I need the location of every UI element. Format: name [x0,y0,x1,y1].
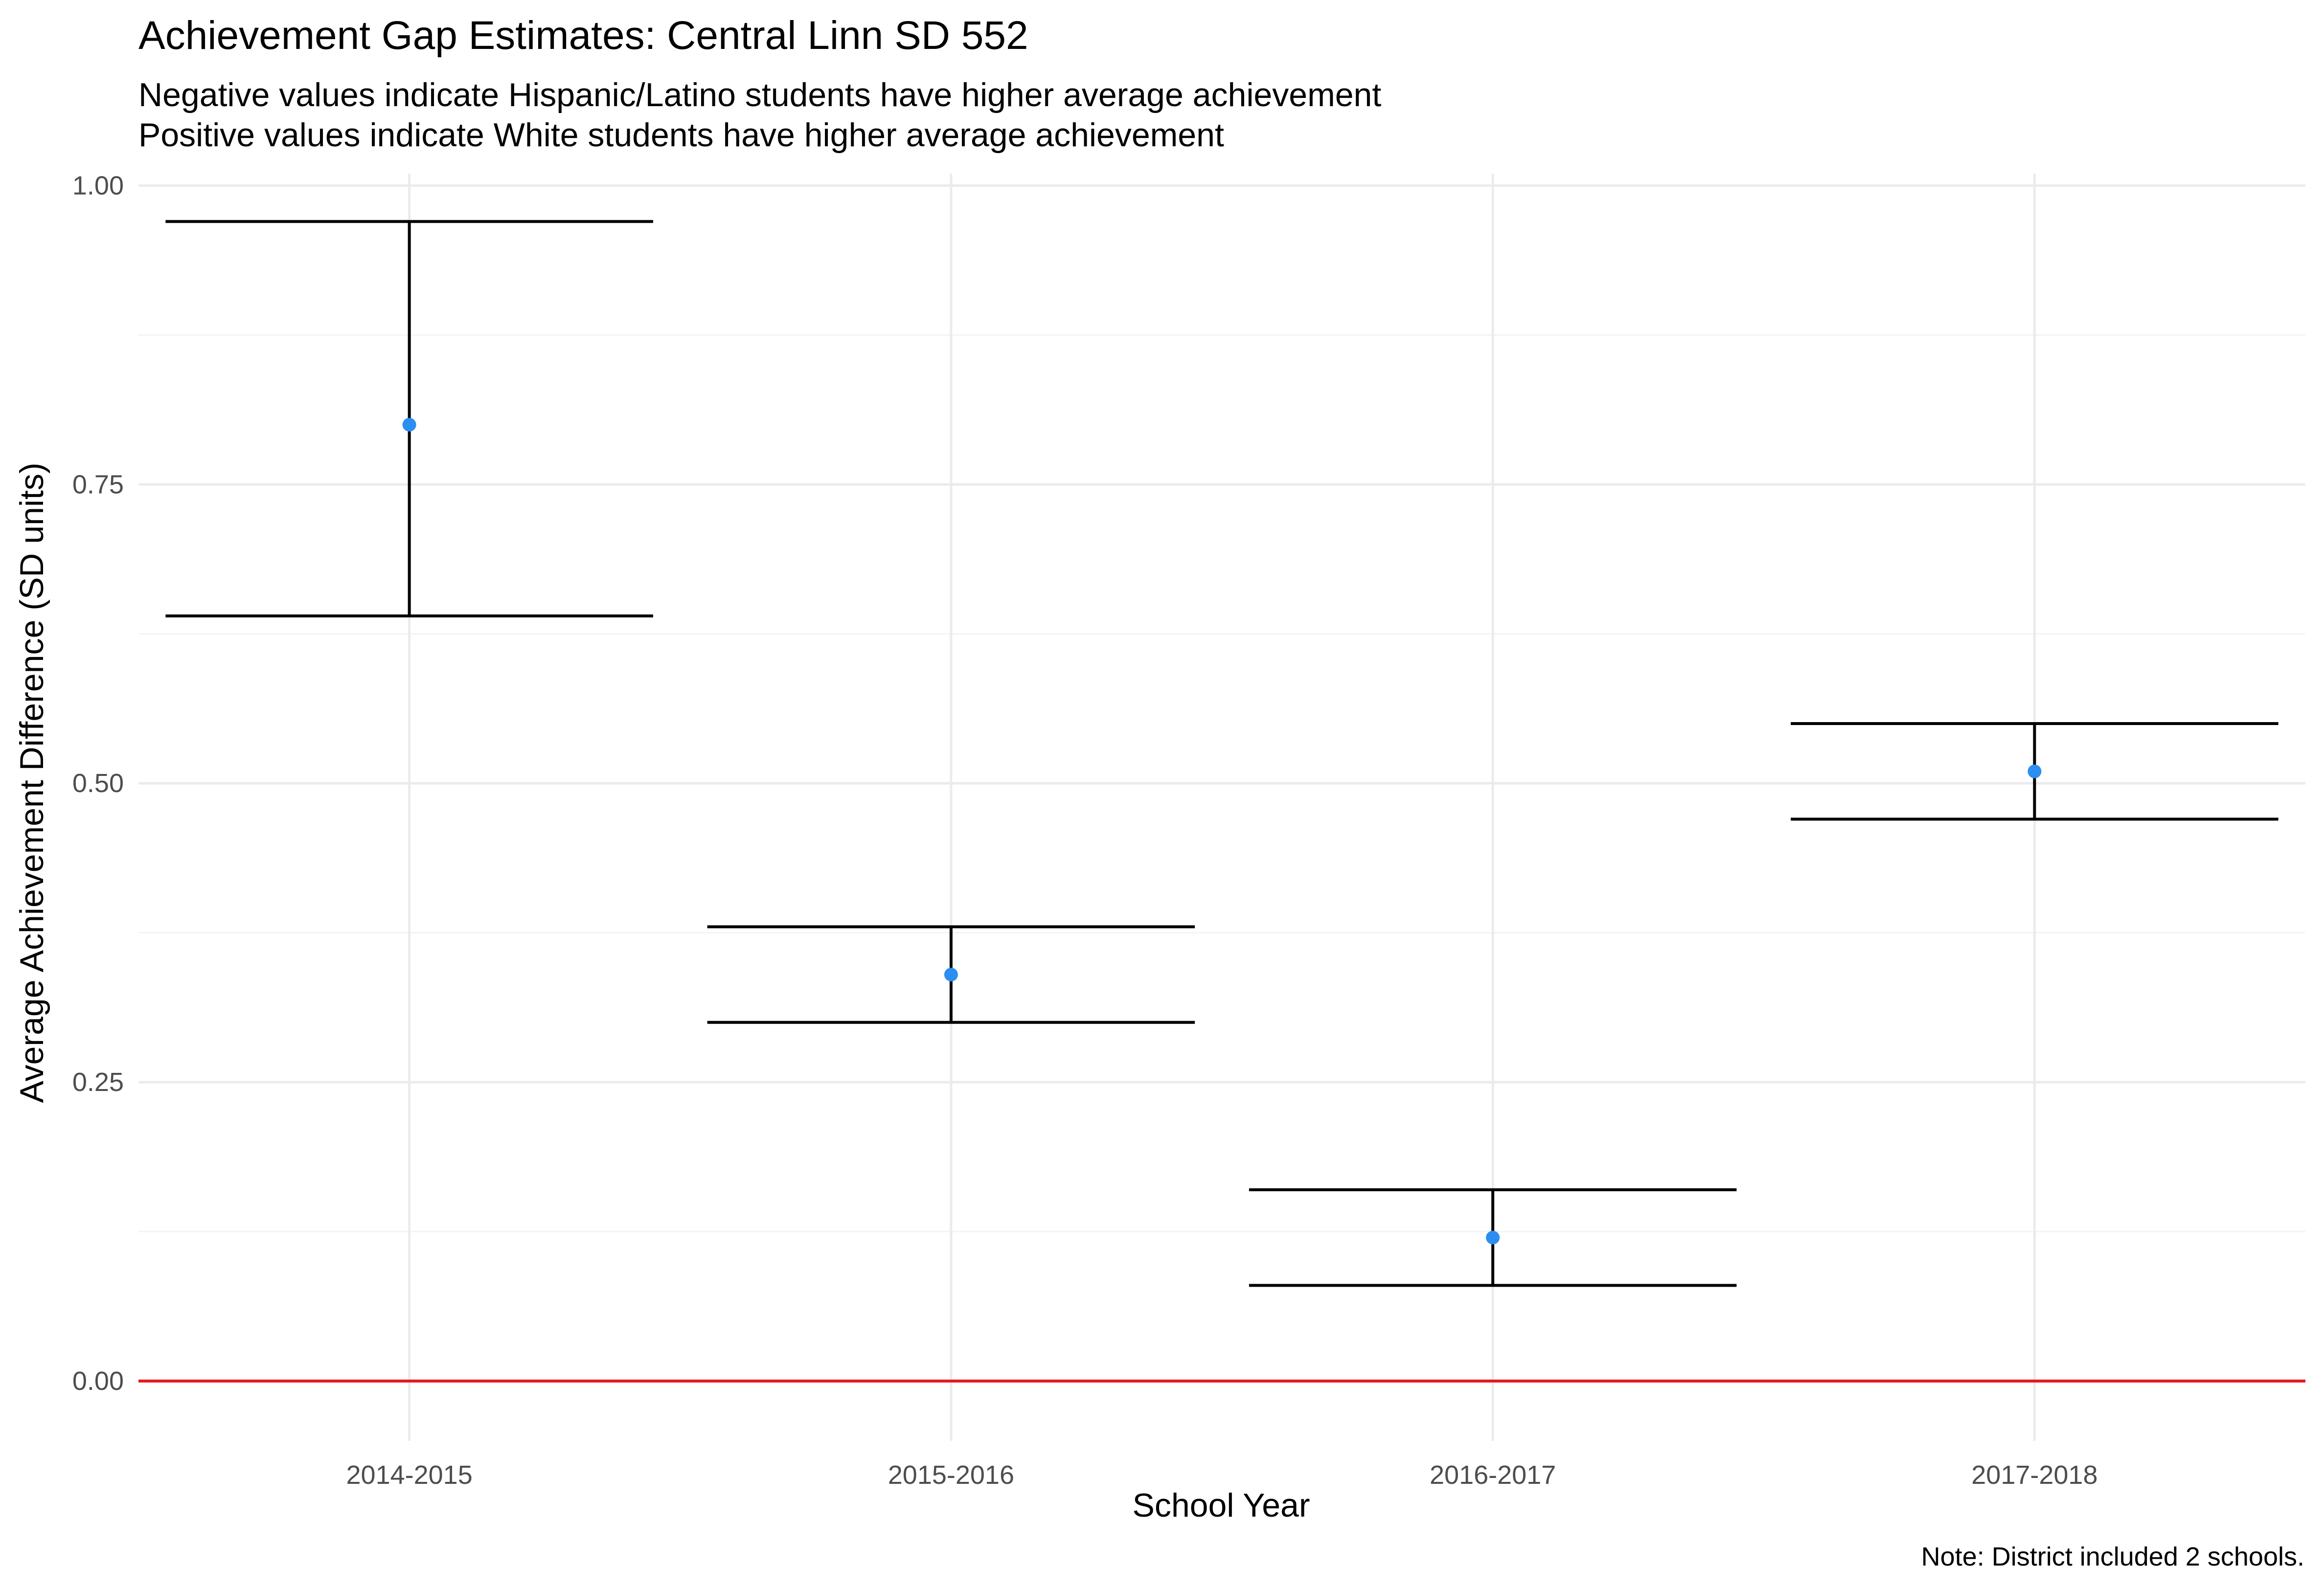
x-axis-title: School Year [1133,1487,1310,1524]
y-axis-title: Average Achievement Difference (SD units… [13,462,50,1103]
x-tick-label: 2016-2017 [1430,1460,1556,1490]
estimate-point [402,418,416,432]
x-tick-label: 2015-2016 [888,1460,1014,1490]
estimate-point [2028,764,2042,778]
x-tick-label: 2017-2018 [1971,1460,2097,1490]
estimate-point [1486,1230,1500,1245]
chart-caption: Note: District included 2 schools. [1921,1542,2304,1571]
chart-subtitle-line-1: Negative values indicate Hispanic/Latino… [138,76,1381,114]
y-tick-label: 1.00 [72,171,124,200]
chart-subtitle-line-2: Positive values indicate White students … [138,116,1224,154]
x-tick-label: 2014-2015 [346,1460,473,1490]
chart-title: Achievement Gap Estimates: Central Linn … [138,13,1028,58]
y-tick-label: 0.75 [72,470,124,499]
y-tick-label: 0.50 [72,769,124,798]
y-tick-label: 0.25 [72,1068,124,1097]
estimate-point [944,968,958,982]
y-tick-label: 0.00 [72,1366,124,1396]
plot-area: 0.00 0.25 0.50 0.75 1.00 2014-2015 2015-2016 20… [72,171,2305,1490]
